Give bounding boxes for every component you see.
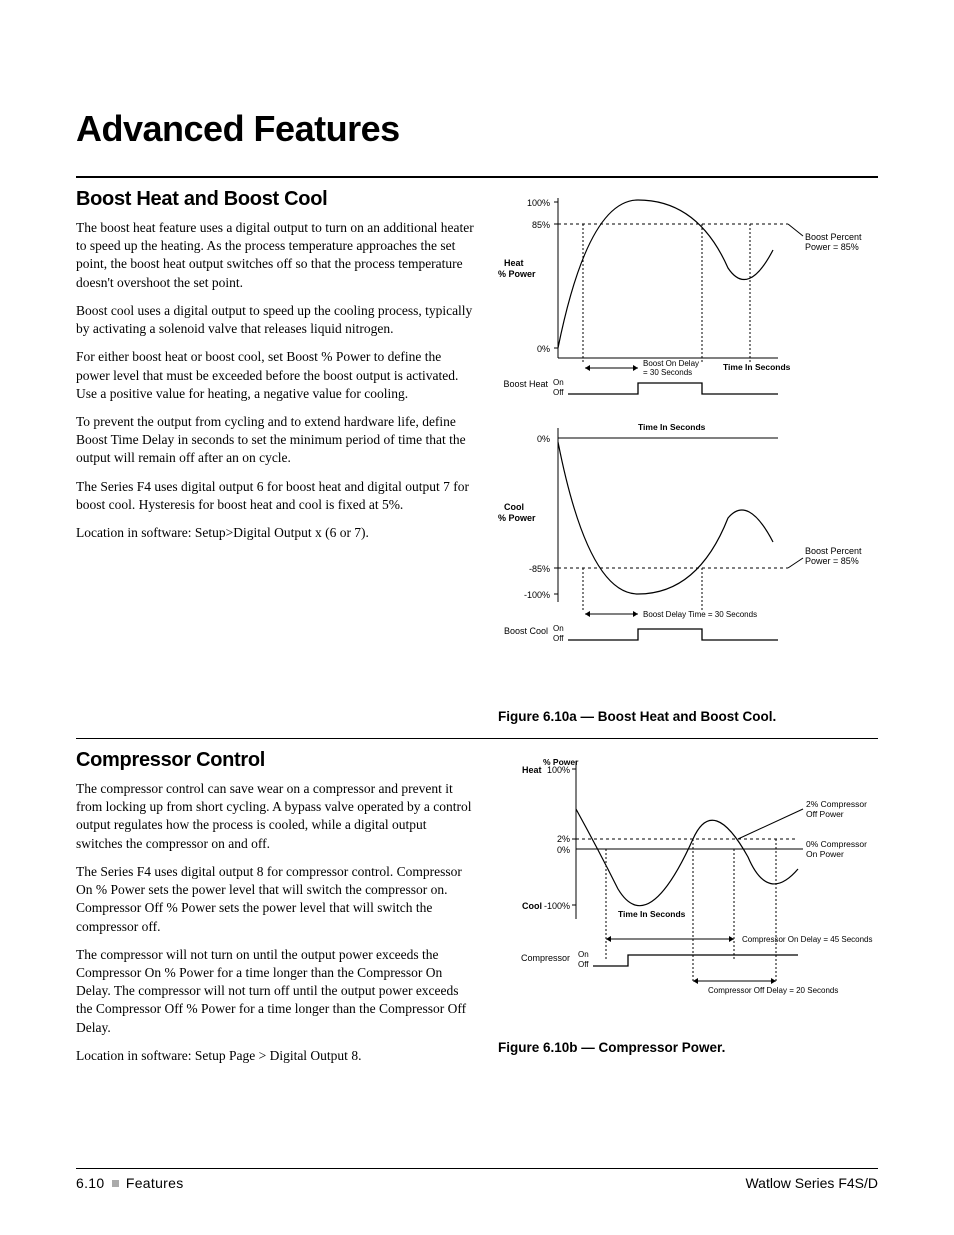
col-right-1: 100% 85% 0% Heat % Power Boost Percent [498,188,878,724]
t100: 100% [547,765,570,775]
p: The boost heat feature uses a digital ou… [76,219,474,292]
aoff2: Off Power [806,809,844,819]
footer-section: Features [126,1175,184,1191]
figure-6-10a: 100% 85% 0% Heat % Power Boost Percent [498,188,878,698]
annot-bp1: Boost Percent [805,232,862,242]
time-label-heat: Time In Seconds [723,362,791,372]
ylabel-heat: Heat [504,258,524,268]
section-compressor: Compressor Control The compressor contro… [76,749,878,1075]
divider-mid [76,738,878,739]
col-left-1: Boost Heat and Boost Cool The boost heat… [76,188,474,724]
col-right-2: % Power 100% 2% 0% -100% Heat Cool 2% Co… [498,749,878,1075]
state-bc: Boost Cool [504,626,548,636]
p: The compressor control can save wear on … [76,780,474,853]
delay-l1: Boost On Delay [643,359,699,368]
onb: On [578,950,589,959]
tick-n85: -85% [529,564,550,574]
p: The compressor will not turn on until th… [76,946,474,1037]
tick-0: 0% [537,344,550,354]
caption-610b: Figure 6.10b — Compressor Power. [498,1040,878,1055]
footer-left: 6.10 Features [76,1175,184,1191]
annot-cp1: Boost Percent [805,546,862,556]
caption-610a: Figure 6.10a — Boost Heat and Boost Cool… [498,709,878,724]
ylabel-cool: Cool [504,502,524,512]
annot-bp2: Power = 85% [805,242,859,252]
tick-85: 85% [532,220,550,230]
offdelay: Compressor Off Delay = 20 Seconds [708,986,838,995]
aon1: 0% Compressor [806,839,867,849]
heading-boost: Boost Heat and Boost Cool [76,188,474,211]
offc: Off [553,634,564,643]
tick-0c: 0% [537,434,550,444]
tick-100: 100% [527,198,550,208]
off: Off [553,388,564,397]
p: To prevent the output from cycling and t… [76,413,474,468]
figure-6-10b: % Power 100% 2% 0% -100% Heat Cool 2% Co… [498,749,878,1029]
p: Location in software: Setup>Digital Outp… [76,524,474,542]
ylabel-heat2: % Power [498,269,536,279]
footer-bullet-icon [112,1180,119,1187]
p: Boost cool uses a digital output to spee… [76,302,474,338]
tn100b: -100% [544,901,570,911]
p: For either boost heat or boost cool, set… [76,348,474,403]
t2: 2% [557,834,570,844]
ycool: Cool [522,901,542,911]
state-comp: Compressor [521,953,570,963]
footer-num: 6.10 [76,1175,104,1191]
divider-top [76,176,878,178]
ylabel-cool2: % Power [498,513,536,523]
heading-compressor: Compressor Control [76,749,474,772]
p: Location in software: Setup Page > Digit… [76,1047,474,1065]
state-bh: Boost Heat [503,379,548,389]
time-label-cool: Time In Seconds [638,422,706,432]
col-left-2: Compressor Control The compressor contro… [76,749,474,1075]
aon2: On Power [806,849,844,859]
p: The Series F4 uses digital output 8 for … [76,863,474,936]
yheat: Heat [522,765,542,775]
footer: 6.10 Features Watlow Series F4S/D [76,1168,878,1191]
p: The Series F4 uses digital output 6 for … [76,478,474,514]
offb: Off [578,960,589,969]
delay-l2: = 30 Seconds [643,368,692,377]
section-boost: Boost Heat and Boost Cool The boost heat… [76,188,878,724]
page-title: Advanced Features [76,108,878,150]
onc: On [553,624,564,633]
time-b: Time In Seconds [618,909,686,919]
delay-c: Boost Delay Time = 30 Seconds [643,610,757,619]
annot-cp2: Power = 85% [805,556,859,566]
footer-right: Watlow Series F4S/D [745,1175,878,1191]
on: On [553,378,564,387]
ondelay: Compressor On Delay = 45 Seconds [742,935,873,944]
t0b: 0% [557,845,570,855]
aoff1: 2% Compressor [806,799,867,809]
tick-n100: -100% [524,590,550,600]
